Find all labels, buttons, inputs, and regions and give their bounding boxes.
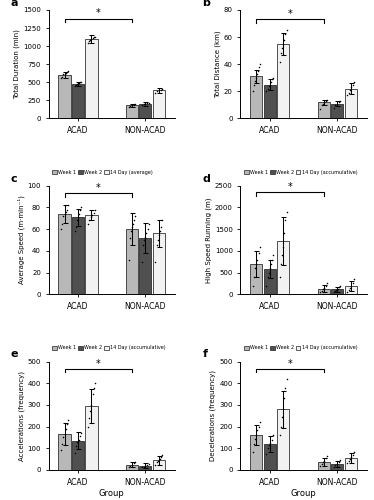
Bar bbox=[277, 242, 289, 294]
Y-axis label: Decelerations (frequency): Decelerations (frequency) bbox=[210, 370, 217, 462]
Bar bbox=[277, 44, 289, 118]
Text: *: * bbox=[96, 358, 101, 368]
Text: b: b bbox=[203, 0, 211, 8]
Text: *: * bbox=[96, 8, 101, 18]
Bar bbox=[58, 75, 71, 118]
Bar bbox=[126, 464, 138, 470]
Bar bbox=[277, 409, 289, 470]
Bar bbox=[344, 458, 357, 470]
Legend: Week 1, Week 2, 14 Day (accumulative): Week 1, Week 2, 14 Day (accumulative) bbox=[243, 344, 359, 352]
Bar bbox=[264, 269, 276, 294]
Bar bbox=[331, 104, 343, 118]
Bar bbox=[58, 434, 71, 470]
Bar bbox=[344, 286, 357, 294]
Text: e: e bbox=[11, 350, 18, 360]
Bar bbox=[72, 440, 84, 470]
Bar bbox=[264, 84, 276, 118]
Bar bbox=[85, 406, 98, 470]
Text: d: d bbox=[203, 174, 211, 184]
Legend: Week 1, Week 2, 14 Day (accumulative): Week 1, Week 2, 14 Day (accumulative) bbox=[243, 168, 359, 175]
Bar bbox=[72, 217, 84, 294]
Y-axis label: High Speed Running (m): High Speed Running (m) bbox=[205, 197, 212, 282]
Bar bbox=[153, 460, 165, 470]
Bar bbox=[318, 288, 330, 294]
Bar bbox=[126, 229, 138, 294]
Bar bbox=[58, 214, 71, 294]
Bar bbox=[344, 88, 357, 118]
Bar bbox=[85, 215, 98, 294]
X-axis label: Group: Group bbox=[291, 490, 316, 498]
Bar bbox=[139, 466, 151, 470]
Legend: Week 1, Week 2, 14 Day (average): Week 1, Week 2, 14 Day (average) bbox=[51, 168, 154, 175]
Bar bbox=[126, 105, 138, 118]
X-axis label: Group: Group bbox=[99, 490, 125, 498]
Y-axis label: Average Speed (m·min⁻¹): Average Speed (m·min⁻¹) bbox=[17, 196, 25, 284]
Y-axis label: Total Distance (km): Total Distance (km) bbox=[214, 30, 221, 98]
Bar bbox=[318, 462, 330, 470]
Y-axis label: Total Duration (min): Total Duration (min) bbox=[14, 30, 20, 99]
Bar bbox=[331, 464, 343, 470]
Bar bbox=[85, 39, 98, 118]
Bar bbox=[264, 444, 276, 470]
Legend: Week 1, Week 2, 14 Day (accumulative): Week 1, Week 2, 14 Day (accumulative) bbox=[51, 344, 167, 352]
Text: f: f bbox=[203, 350, 208, 360]
Bar bbox=[72, 84, 84, 118]
Text: *: * bbox=[288, 358, 292, 368]
Bar bbox=[153, 90, 165, 118]
Bar bbox=[250, 435, 262, 470]
Text: a: a bbox=[11, 0, 18, 8]
Bar bbox=[331, 290, 343, 294]
Bar bbox=[153, 234, 165, 294]
Text: c: c bbox=[11, 174, 18, 184]
Text: *: * bbox=[96, 183, 101, 193]
Bar bbox=[250, 264, 262, 294]
Bar bbox=[139, 238, 151, 294]
Text: *: * bbox=[288, 182, 292, 192]
Bar bbox=[139, 104, 151, 118]
Bar bbox=[250, 76, 262, 118]
Text: *: * bbox=[288, 9, 292, 19]
Y-axis label: Accelerations (frequency): Accelerations (frequency) bbox=[18, 371, 25, 461]
Bar bbox=[318, 102, 330, 118]
